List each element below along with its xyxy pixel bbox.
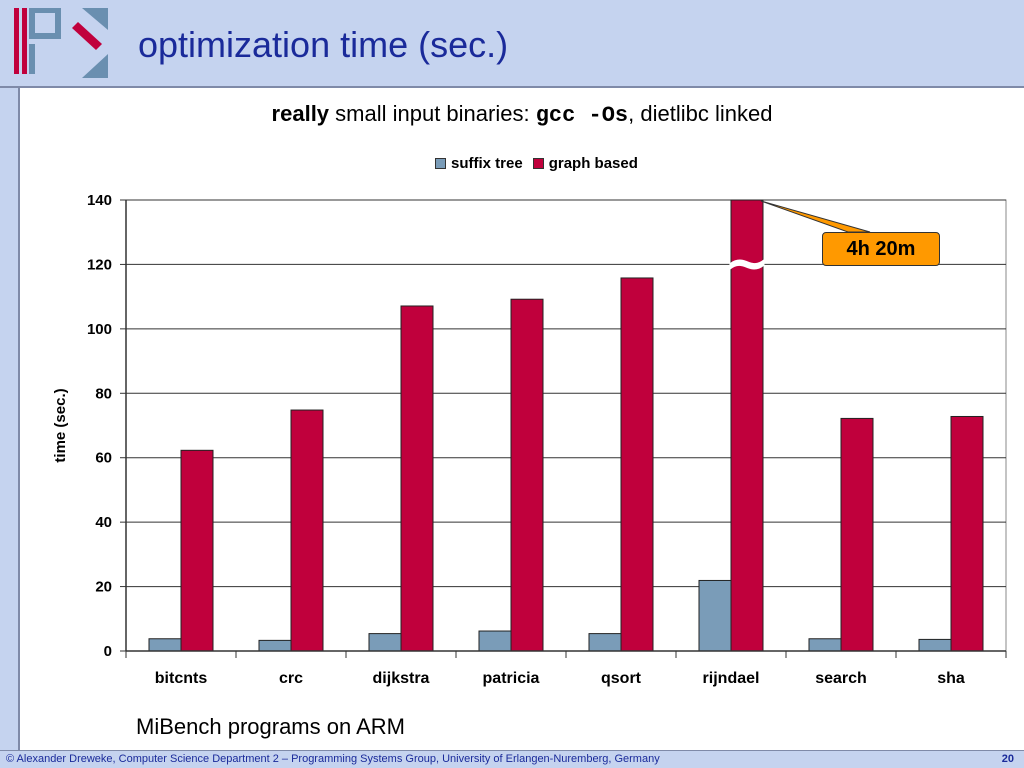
y-tick-label: 100 — [87, 321, 112, 338]
x-tick-label: search — [815, 670, 867, 687]
x-tick-label: rijndael — [703, 670, 760, 687]
y-tick-label: 120 — [87, 256, 112, 273]
y-tick-label: 140 — [87, 192, 112, 209]
ips-logo-icon — [14, 8, 108, 78]
subtitle-text: small input binaries: — [329, 101, 536, 126]
bar-graph-based-rijndael — [730, 199, 764, 652]
axis-break-marker: ~ — [724, 231, 771, 296]
left-sidebar-bar — [0, 88, 20, 750]
x-tick-label: sha — [937, 670, 965, 687]
chart-caption: MiBench programs on ARM — [136, 714, 405, 739]
x-tick-label: patricia — [483, 670, 540, 687]
legend-swatch-suffix-tree — [435, 158, 446, 169]
bar-graph-based-crc — [290, 409, 324, 652]
x-tick-label: qsort — [601, 670, 642, 687]
bar-suffix-tree-search — [808, 638, 842, 652]
subtitle-code: gcc -Os — [535, 103, 629, 128]
bar-suffix-tree-crc — [258, 639, 292, 652]
bar-chart: 0 20 40 60 80 100 120 140 bitcnts crc dijkstra patr… — [52, 192, 1007, 687]
y-tick-label: 60 — [95, 450, 112, 467]
subtitle-bold: really — [271, 101, 330, 126]
bar-graph-based-qsort — [620, 277, 654, 652]
legend-label-graph-based: graph based — [548, 155, 638, 172]
y-tick-label: 20 — [95, 579, 112, 596]
bar-graph-based-patricia — [510, 298, 544, 652]
bar-suffix-tree-bitcnts — [148, 638, 182, 652]
y-tick-label: 80 — [95, 385, 112, 402]
page-number: 20 — [1001, 753, 1014, 765]
x-tick-label: crc — [279, 670, 303, 687]
chart-subtitle: really small input binaries: gcc -Os, di… — [20, 101, 1024, 128]
bar-suffix-tree-dijkstra — [368, 633, 402, 652]
legend-item-graph-based: graph based — [532, 155, 638, 172]
bar-graph-based-bitcnts — [180, 449, 214, 652]
bar-suffix-tree-sha — [918, 638, 952, 652]
y-tick-label: 0 — [104, 643, 112, 660]
slide-header: optimization time (sec.) — [0, 0, 1024, 88]
footer-copyright: © Alexander Dreweke, Computer Science De… — [6, 753, 660, 765]
bar-graph-based-sha — [950, 415, 984, 652]
bar-suffix-tree-patricia — [478, 630, 512, 652]
y-tick-label: 40 — [95, 514, 112, 531]
x-tick-label: dijkstra — [373, 670, 430, 687]
subtitle-tail: , dietlibc linked — [628, 101, 773, 126]
chart-legend: suffix tree graph based — [435, 155, 648, 172]
legend-label-suffix-tree: suffix tree — [451, 155, 523, 172]
callout-annotation: 4h 20m — [822, 232, 940, 266]
bar-suffix-tree-qsort — [588, 633, 622, 652]
y-axis-label: time (sec.) — [52, 388, 69, 462]
x-tick-label: bitcnts — [155, 670, 208, 687]
bar-graph-based-search — [840, 417, 874, 652]
slide-footer: © Alexander Dreweke, Computer Science De… — [0, 750, 1024, 768]
bar-suffix-tree-rijndael — [698, 579, 732, 652]
legend-swatch-graph-based — [532, 158, 544, 169]
plot-area — [125, 199, 1007, 652]
slide-title: optimization time (sec.) — [138, 24, 509, 65]
legend-item-suffix-tree: suffix tree — [435, 155, 523, 172]
bar-graph-based-dijkstra — [400, 305, 434, 652]
